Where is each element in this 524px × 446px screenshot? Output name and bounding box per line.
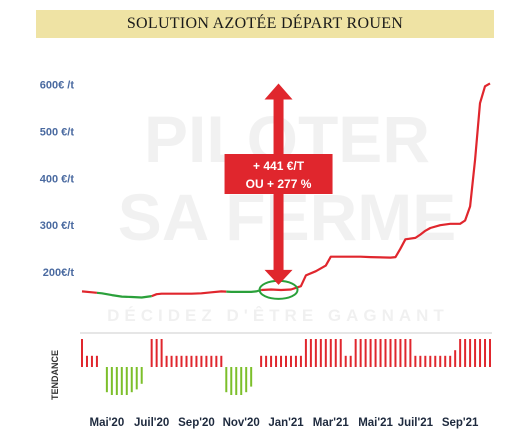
price-line-segment-flat (226, 288, 262, 293)
y-tick-label: 500 €/t (40, 126, 75, 138)
y-axis: 200€/t 300 €/t 400 €/t 500 €/t 600€ /t (40, 79, 75, 279)
x-tick-label: Sep'21 (442, 417, 479, 429)
watermark-tagline: DÉCIDEZ D'ÊTRE GAGNANT (107, 306, 449, 325)
callout-line1: + 441 €/T (253, 159, 305, 173)
y-tick-label: 300 €/t (40, 220, 75, 232)
callout-line2: OU + 277 % (246, 177, 312, 191)
tendance-panel (80, 332, 492, 395)
x-tick-label: Juil'20 (134, 417, 169, 429)
y-tick-label: 400 €/t (40, 173, 75, 185)
callout-box (224, 154, 333, 194)
x-tick-label: Mar'21 (313, 417, 350, 429)
x-tick-label: Jan'21 (268, 417, 304, 429)
x-tick-label: Mai'21 (358, 417, 393, 429)
down-arrow-head (264, 269, 293, 285)
chart-title: SOLUTION AZOTÉE DÉPART ROUEN (126, 15, 404, 32)
price-line (81, 82, 491, 299)
x-tick-label: Juil'21 (398, 417, 434, 429)
x-axis: Mai'20 Juil'20 Sep'20 Nov'20 Jan'21 Mar'21 Mai… (90, 417, 480, 429)
down-arrow-shaft (273, 190, 284, 272)
up-arrow-head (264, 83, 293, 100)
up-arrow-shaft (273, 97, 284, 158)
chart-title-bar: SOLUTION AZOTÉE DÉPART ROUEN (36, 10, 494, 38)
x-tick-label: Sep'20 (178, 417, 215, 429)
x-tick-label: Mai'20 (90, 417, 125, 429)
price-line-segment-flat (96, 291, 152, 299)
y-tick-label: 600€ /t (40, 79, 75, 91)
x-tick-label: Nov'20 (223, 417, 260, 429)
annotation: + 441 €/T OU + 277 % (224, 83, 333, 300)
y-tick-label: 200€/t (43, 267, 75, 279)
price-line-segment-up (261, 82, 491, 292)
price-line-segment-up (151, 290, 227, 298)
price-line-segment-up (81, 290, 98, 294)
tendance-label: TENDANCE (50, 350, 60, 400)
